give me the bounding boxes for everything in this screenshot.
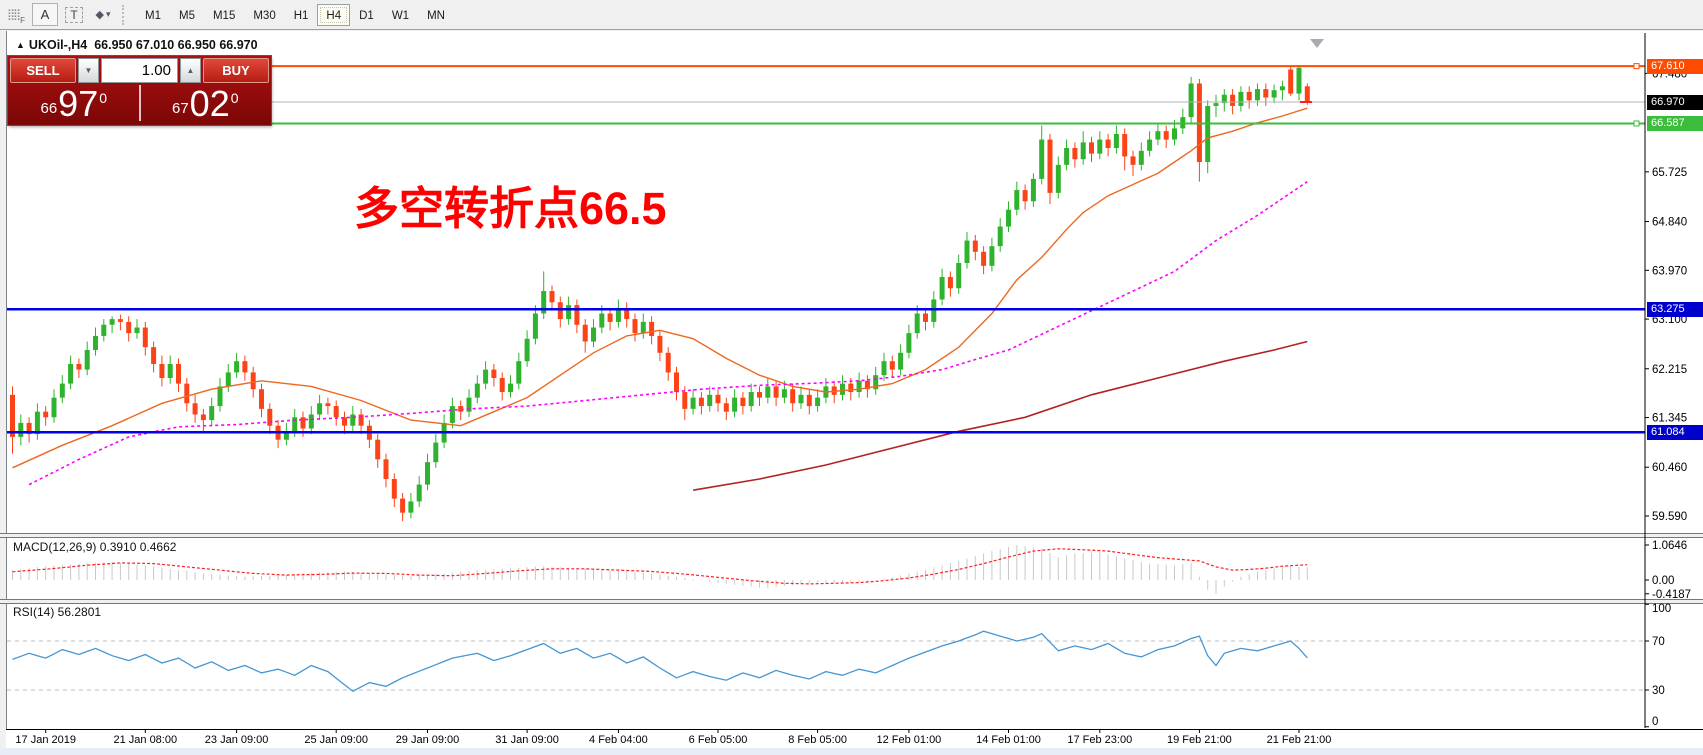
timeframe-button-H4[interactable]: H4 [317,3,351,26]
timeframe-button-M30[interactable]: M30 [253,9,276,22]
symbol-label: UKOil-,H4 [28,38,88,52]
scroll-end-marker-icon[interactable] [1310,39,1324,48]
timeframe-button-M5[interactable]: M5 [178,9,195,22]
price-badge-67.610: 67.610 [1647,58,1703,74]
price-badge-63.275: 63.275 [1647,301,1703,317]
grid-f-label: F [20,16,25,25]
price-badge-61.084: 61.084 [1647,424,1703,440]
volume-input[interactable]: 1.00 [101,58,178,83]
diamond-icon: ◆ [95,9,104,21]
bottom-strip [0,748,1703,755]
macd-indicator-label: MACD(12,26,9) 0.3910 0.4662 [13,540,177,554]
panel-separator-macd[interactable] [0,533,1703,538]
chart-text-annotation[interactable]: 多空转折点66.5 [354,183,667,234]
buy-price[interactable]: 67 02 0 [140,83,272,123]
buy-button[interactable]: BUY [203,58,269,83]
timeframe-button-W1[interactable]: W1 [391,9,410,22]
buy-price-small: 67 [171,100,189,117]
font-tool-button[interactable]: A [32,3,58,26]
timeframe-button-M1[interactable]: M1 [145,9,161,22]
price-badge-66.587: 66.587 [1647,115,1703,131]
volume-decrease-button[interactable]: ▼ [78,58,99,83]
price-badge-66.970: 66.970 [1647,94,1703,110]
volume-increase-button[interactable]: ▲ [180,58,201,83]
sell-price[interactable]: 66 97 0 [8,83,140,123]
text-t-icon: T [65,6,83,23]
ohlc-values: 66.950 67.010 66.950 66.970 [94,38,258,52]
chart-window [6,31,1703,755]
timeframe-button-M15[interactable]: M15 [212,9,236,22]
grid-icon: ⣿⣿ [6,9,21,21]
time-axis-area [6,729,1703,749]
chevron-down-icon: ▾ [105,9,111,19]
rsi-indicator-label: RSI(14) 56.2801 [13,605,102,619]
timeframe-button-D1[interactable]: D1 [359,9,374,22]
price-divider [138,85,141,121]
sell-price-sup: 0 [99,90,108,106]
one-click-trading-panel: SELL ▼ 1.00 ▲ BUY 66 97 0 67 02 0 [8,56,271,125]
panel-separator-rsi[interactable] [0,599,1703,604]
buy-price-sup: 0 [230,90,239,106]
timeframe-group: M1 M5 M15 M30 H1 H4 D1 W1 MN [136,3,454,26]
sell-price-small: 66 [40,100,58,117]
timeframe-button-H1[interactable]: H1 [293,9,309,22]
collapse-arrow-icon[interactable]: ▲ [16,40,25,50]
timeframe-button-MN[interactable]: MN [427,9,445,22]
font-a-label: A [40,7,50,22]
text-label-tool-button[interactable]: T [61,3,87,26]
toolbar: ⣿⣿ F A T ◆ ▾ M1 M5 M15 M30 H1 H4 D1 W1 MN [0,0,1703,30]
sell-price-big: 97 [58,83,99,124]
templates-button[interactable]: ⣿⣿ F [3,3,29,26]
shapes-tool-button[interactable]: ◆ ▾ [90,3,116,26]
buy-price-big: 02 [189,83,230,124]
sell-button[interactable]: SELL [10,58,76,83]
chart-title: ▲ UKOil-,H4 66.950 67.010 66.950 66.970 [16,38,258,52]
toolbar-separator [122,4,130,25]
